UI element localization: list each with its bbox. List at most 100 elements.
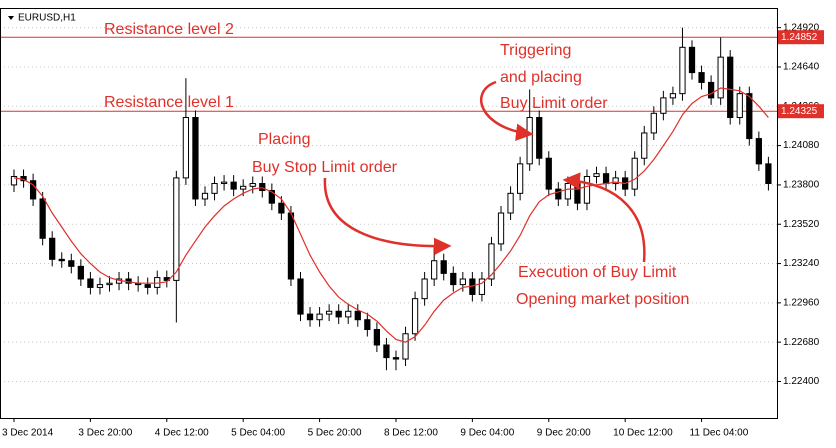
menu-icon[interactable] [8, 16, 14, 20]
candle-body [230, 181, 237, 190]
candle-body [240, 185, 247, 190]
candle-body [440, 260, 447, 274]
candle-body [660, 97, 667, 114]
y-tick-label: 1.22960 [783, 298, 820, 309]
candle-body [211, 183, 218, 194]
candle-body [717, 56, 724, 99]
candle-body [192, 117, 199, 200]
candle-body [727, 56, 734, 119]
candle-body [641, 132, 648, 159]
candle-body [87, 278, 94, 288]
grid [0, 27, 777, 382]
candle-body [10, 175, 18, 186]
candle-body [574, 183, 581, 204]
candle-body [459, 278, 466, 286]
candle-body [326, 310, 333, 315]
x-tick-label: 8 Dec 12:00 [384, 428, 438, 439]
candle-body [526, 117, 533, 165]
candle-body [373, 329, 381, 346]
annotation: Opening market position [516, 291, 689, 308]
candle-body [297, 278, 304, 315]
candle-body [478, 278, 486, 295]
candle-body [182, 117, 190, 179]
annotation: Placing [258, 131, 310, 148]
annotation: Triggering [500, 42, 571, 59]
level-price-label: 1.24325 [781, 106, 818, 117]
candle-body [58, 258, 65, 262]
y-tick-label: 1.24080 [783, 140, 820, 151]
y-tick-label: 1.23520 [783, 219, 820, 230]
annotation: Execution of Buy Limit [518, 264, 677, 281]
x-tick-label: 9 Dec 20:00 [537, 428, 591, 439]
y-tick-label: 1.22400 [783, 376, 820, 387]
x-tick-label: 3 Dec 20:00 [78, 428, 132, 439]
candle-body [593, 173, 600, 177]
candle-body [421, 278, 428, 300]
annotation: Resistance level 1 [104, 94, 234, 111]
x-tick-label: 5 Dec 04:00 [231, 428, 285, 439]
candle-body [316, 313, 323, 321]
candle-body [354, 310, 361, 321]
candle-body [249, 183, 256, 187]
candle-body [450, 272, 457, 286]
chart-title: EURUSD,H1 [18, 13, 76, 24]
candle-body [631, 157, 638, 190]
candle-body [545, 157, 552, 190]
axes: 1.22400 1.22680 1.22960 1.23240 1.23520 1.238… [2, 22, 824, 439]
x-tick-label: 10 Dec 12:00 [613, 428, 673, 439]
moving-average [13, 87, 769, 343]
levels [0, 36, 777, 112]
candle-body [364, 319, 371, 331]
candle-body [755, 138, 762, 165]
candle-body [707, 81, 715, 99]
candle-body [268, 190, 275, 204]
plot-frame [0, 8, 778, 419]
candle-body [516, 163, 524, 194]
candle-body [392, 357, 400, 360]
level-price-box [778, 104, 824, 119]
candle-body [306, 313, 314, 321]
candle-body [679, 46, 686, 95]
candle-body [411, 298, 419, 335]
candle-body [536, 117, 543, 159]
moving-average-line [13, 87, 769, 343]
x-tick-label: 4 Dec 12:00 [155, 428, 209, 439]
annotation: Resistance level 2 [104, 21, 234, 38]
candle-body [765, 163, 772, 185]
x-tick-label: 3 Dec 2014 [2, 428, 54, 439]
candle-body [564, 183, 571, 200]
candle-body [29, 180, 37, 200]
candle-body [287, 212, 295, 280]
x-tick-label: 11 Dec 04:00 [690, 428, 749, 439]
candle-body [497, 212, 505, 245]
candle-body [77, 265, 84, 280]
candle-body [431, 260, 438, 280]
candle-body [602, 173, 610, 185]
candles [10, 27, 772, 371]
candle-body [173, 177, 180, 281]
candle-body [688, 46, 696, 74]
candle-body [507, 192, 514, 214]
x-tick-label: 9 Dec 04:00 [460, 428, 514, 439]
arrow [479, 80, 534, 142]
candle-body [49, 237, 56, 260]
candle-body [144, 284, 151, 288]
arrow [323, 177, 452, 256]
x-tick-label: 5 Dec 20:00 [308, 428, 362, 439]
candle-body [698, 72, 705, 83]
candle-body [383, 344, 390, 359]
candle-body [345, 310, 352, 318]
annotation: and placing [500, 69, 582, 86]
candle-body [488, 243, 495, 280]
y-tick-label: 1.24640 [783, 62, 820, 73]
candle-body [555, 188, 562, 200]
candle-body [106, 282, 113, 286]
y-tick-label: 1.23240 [783, 258, 820, 269]
candle-body [39, 198, 46, 239]
annotation: Buy Limit order [500, 95, 608, 112]
level-price-box [778, 30, 824, 45]
candle-body [201, 192, 209, 200]
candle-body [612, 177, 619, 185]
